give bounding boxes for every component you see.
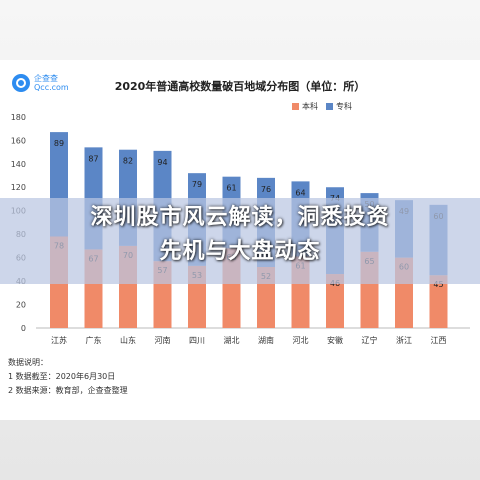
bar-benke	[429, 275, 448, 328]
x-category-label: 浙江	[396, 335, 412, 345]
x-category-label: 湖北	[224, 336, 240, 345]
data-label-zhuanke: 64	[295, 188, 305, 197]
data-label-zhuanke: 61	[226, 184, 236, 193]
x-category-label: 河南	[155, 335, 171, 345]
legend-label-benke: 本科	[302, 102, 318, 111]
qcc-logo-icon	[12, 74, 30, 92]
data-label-benke: 45	[433, 280, 443, 289]
headline-banner	[0, 198, 480, 284]
legend-label-zhuanke: 专科	[336, 102, 352, 111]
y-tick-label: 0	[21, 324, 26, 333]
x-category-label: 湖南	[258, 335, 274, 345]
legend-swatch-zhuanke	[326, 103, 333, 110]
data-label-zhuanke: 79	[192, 180, 202, 189]
data-notes: 数据说明： 1 数据截至：2020年6月30日 2 数据来源：教育部，企查查整理	[8, 356, 128, 398]
y-tick-label: 160	[11, 136, 26, 145]
headline-line-1: 深圳股市风云解读，洞悉投资	[90, 205, 390, 230]
notes-line-1: 1 数据截至：2020年6月30日	[8, 372, 116, 381]
x-category-label: 辽宁	[362, 335, 378, 345]
legend-item-zhuanke: 专科	[326, 101, 352, 112]
x-category-label: 江苏	[51, 335, 67, 345]
data-label-zhuanke: 89	[54, 139, 64, 148]
chart-legend: 本科 专科	[292, 101, 352, 112]
logo-name: 企查查	[34, 74, 58, 83]
y-tick-label: 140	[11, 160, 26, 169]
y-tick-label: 180	[11, 113, 26, 122]
legend-item-benke: 本科	[292, 101, 318, 112]
y-tick-label: 120	[11, 183, 26, 192]
x-category-label: 广东	[86, 335, 102, 345]
legend-swatch-benke	[292, 103, 299, 110]
x-category-label: 山东	[120, 335, 136, 345]
headline: 深圳股市风云解读，洞悉投资 先机与大盘动态	[0, 201, 480, 269]
notes-line-2: 2 数据来源：教育部，企查查整理	[8, 386, 128, 395]
chart-title: 2020年普通高校数量破百地域分布图（单位：所）	[114, 80, 366, 93]
x-category-label: 河北	[293, 335, 309, 345]
x-category-label: 四川	[189, 336, 205, 345]
data-label-zhuanke: 76	[261, 185, 271, 194]
data-label-zhuanke: 82	[123, 157, 133, 166]
notes-heading: 数据说明：	[8, 358, 48, 367]
logo-domain: Qcc.com	[34, 83, 69, 92]
y-tick-label: 20	[16, 301, 26, 310]
headline-line-2: 先机与大盘动态	[159, 239, 321, 264]
data-label-zhuanke: 94	[157, 158, 167, 167]
x-category-label: 安徽	[327, 335, 343, 345]
logo: 企查查 Qcc.com	[12, 74, 69, 92]
bar-benke	[326, 274, 344, 328]
x-category-label: 江西	[431, 336, 447, 345]
data-label-zhuanke: 87	[88, 154, 98, 163]
